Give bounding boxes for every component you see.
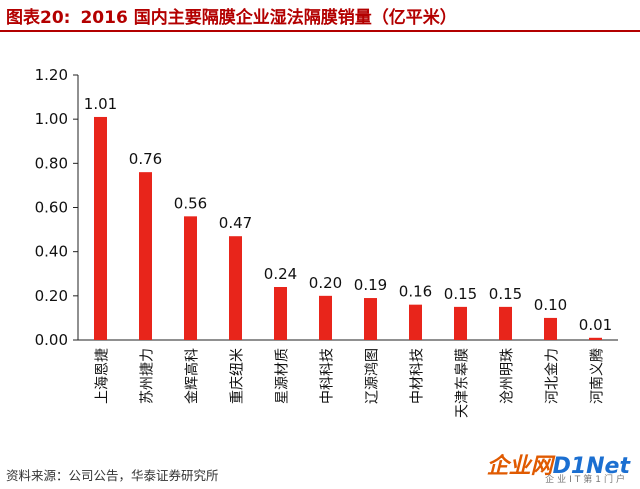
- y-tick-label: 0.80: [35, 154, 68, 172]
- y-tick-label: 0.20: [35, 287, 68, 305]
- data-label: 0.20: [309, 274, 342, 292]
- title-text: 2016 国内主要隔膜企业湿法隔膜销量（亿平米）: [80, 8, 457, 28]
- y-tick-label: 0.00: [35, 331, 68, 349]
- category-label: 河南义腾: [589, 348, 606, 404]
- source-note: 资料来源：公司公告，华泰证券研究所: [6, 468, 219, 483]
- data-label: 0.47: [219, 214, 252, 232]
- watermark-main: 企业网D1Net: [487, 448, 630, 480]
- data-label: 0.15: [489, 285, 522, 303]
- bar: [454, 306, 467, 340]
- watermark-main-b: D1Net: [552, 454, 630, 479]
- data-label: 0.15: [444, 285, 477, 303]
- category-label: 中材科技: [410, 348, 426, 404]
- bar: [274, 287, 287, 340]
- watermark-main-a: 企业网: [486, 454, 553, 479]
- title-bar: 图表20: 2016 国内主要隔膜企业湿法隔膜销量（亿平米）: [0, 0, 640, 32]
- watermark-sub: 企业IT第1门户: [545, 475, 628, 485]
- category-label: 金辉高科: [184, 348, 201, 404]
- bar: [499, 306, 512, 340]
- category-label: 重庆纽米: [230, 348, 246, 404]
- y-tick-label: 0.60: [35, 199, 68, 217]
- bar: [94, 116, 107, 340]
- y-tick-label: 1.00: [35, 110, 68, 128]
- bar-chart: 0.00 0.20 0.40 0.60 0.80 1.00 1.20 1.01 上海恩捷 0.76…: [35, 66, 618, 418]
- data-label: 0.16: [399, 283, 432, 301]
- bar: [229, 236, 242, 340]
- data-label: 0.76: [129, 150, 162, 168]
- data-label: 0.24: [264, 265, 297, 283]
- category-label: 辽源鸿图: [364, 348, 381, 404]
- category-label: 上海恩捷: [95, 348, 111, 404]
- data-label: 0.56: [174, 194, 207, 212]
- data-label: 0.10: [534, 296, 567, 314]
- watermark-logo: 企业网D1Net 企业IT第1门户: [487, 448, 630, 485]
- figure-label: 图表20:: [6, 8, 71, 28]
- y-tick-label: 1.20: [35, 66, 68, 84]
- bar: [184, 216, 197, 340]
- bar: [319, 295, 332, 340]
- data-label: 0.19: [354, 276, 387, 294]
- bar: [544, 317, 557, 340]
- category-label: 中科科技: [320, 348, 336, 404]
- bar: [589, 337, 602, 340]
- chart-title: 图表20: 2016 国内主要隔膜企业湿法隔膜销量（亿平米）: [6, 3, 457, 28]
- category-label: 星源材质: [275, 348, 291, 404]
- category-label: 河北金力: [545, 348, 561, 404]
- bar: [139, 172, 152, 340]
- category-label: 沧州明珠: [499, 348, 516, 404]
- bar: [364, 298, 377, 340]
- data-label: 1.01: [84, 95, 117, 113]
- y-tick-label: 0.40: [35, 243, 68, 261]
- bar: [409, 304, 422, 340]
- category-label: 天津东皋膜: [455, 348, 471, 418]
- data-label: 0.01: [579, 316, 612, 334]
- category-label: 苏州捷力: [140, 348, 156, 404]
